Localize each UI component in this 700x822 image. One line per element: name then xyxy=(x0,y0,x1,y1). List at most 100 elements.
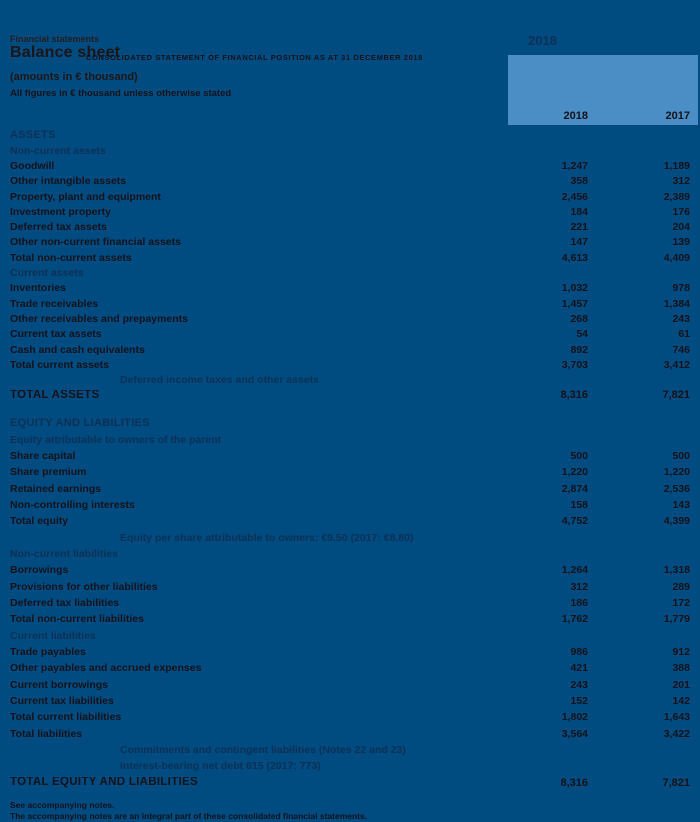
table-row: Deferred income taxes and other assets xyxy=(10,373,696,388)
units-note: (amounts in € thousand) xyxy=(10,71,138,83)
table-row: Other intangible assets 358 312 xyxy=(10,174,696,189)
value-2018: 312 xyxy=(570,580,588,593)
table-row: Other non-current financial assets 147 139 xyxy=(10,235,696,250)
value-2017: 2,536 xyxy=(663,482,690,495)
table-row: Deferred tax liabilities 186 172 xyxy=(10,595,696,611)
value-2018: 243 xyxy=(570,678,588,691)
row-label: Total current liabilities xyxy=(10,712,122,723)
page-title: Balance sheet xyxy=(10,44,121,61)
value-2018: 1,264 xyxy=(561,564,588,577)
row-label: Other payables and accrued expenses xyxy=(10,663,202,674)
year-header-2018: 2018 xyxy=(563,110,588,122)
footnote-short: See accompanying notes. xyxy=(10,800,115,810)
footnote-long: The accompanying notes are an integral p… xyxy=(10,811,368,821)
table-row: Equity attributable to owners of the par… xyxy=(10,432,696,448)
value-2017: 7,821 xyxy=(662,776,690,789)
table-row: Non-current liabilities xyxy=(10,546,696,562)
row-label: Current tax assets xyxy=(10,329,102,340)
value-2018: 147 xyxy=(570,236,588,249)
value-2017: 3,422 xyxy=(663,727,690,740)
table-row: Share premium 1,220 1,220 xyxy=(10,464,696,480)
table-row: Trade receivables 1,457 1,384 xyxy=(10,296,696,311)
table-row: Non-current assets xyxy=(10,143,696,158)
row-label: Current tax liabilities xyxy=(10,696,114,707)
value-2018: 54 xyxy=(576,328,588,341)
table-row: Deferred tax assets 221 204 xyxy=(10,220,696,235)
table-section: ASSETS Non-current assets Goodwill 1,247 1,1… xyxy=(10,128,696,403)
row-label: Other intangible assets xyxy=(10,176,127,187)
value-2018: 1,762 xyxy=(561,613,588,626)
row-label: Interest-bearing net debt 615 (2017: 773… xyxy=(120,761,321,772)
table-row: EQUITY AND LIABILITIES xyxy=(10,415,696,431)
value-2017: 1,318 xyxy=(663,564,690,577)
table-row: Retained earnings 2,874 2,536 xyxy=(10,481,696,497)
value-2017: 243 xyxy=(672,312,690,325)
value-2018: 4,752 xyxy=(561,515,588,528)
value-2017: 172 xyxy=(672,597,690,610)
value-2018: 221 xyxy=(570,221,588,234)
row-label: EQUITY AND LIABILITIES xyxy=(10,418,150,430)
table-row: Total current assets 3,703 3,412 xyxy=(10,357,696,372)
value-2017: 912 xyxy=(672,646,690,659)
value-2018: 4,613 xyxy=(561,251,588,264)
value-2018: 421 xyxy=(570,662,588,675)
document-eyebrow: Financial statements xyxy=(10,34,100,44)
row-label: Share capital xyxy=(10,450,76,462)
row-label: Cash and cash equivalents xyxy=(10,344,145,356)
value-2018: 2,456 xyxy=(561,190,588,203)
value-2018: 8,316 xyxy=(560,776,588,789)
table-row: Current tax liabilities 152 142 xyxy=(10,693,696,709)
table-row: Non-controlling interests 158 143 xyxy=(10,497,696,513)
value-2017: 201 xyxy=(672,678,690,691)
row-label: Total liabilities xyxy=(10,728,83,740)
table-row: Total liabilities 3,564 3,422 xyxy=(10,726,696,742)
row-label: Total non-current liabilities xyxy=(10,614,144,625)
table-row: Current tax assets 54 61 xyxy=(10,327,696,342)
value-2017: 143 xyxy=(672,498,690,511)
row-label: Provisions for other liabilities xyxy=(10,581,158,593)
table-row: Provisions for other liabilities 312 289 xyxy=(10,579,696,595)
row-label: Other receivables and prepayments xyxy=(10,313,188,325)
table-row: Borrowings 1,264 1,318 xyxy=(10,562,696,578)
table-row: Current borrowings 243 201 xyxy=(10,677,696,693)
header-spacer xyxy=(10,110,492,122)
row-label: Total non-current assets xyxy=(10,252,132,264)
period-label: 2018 xyxy=(528,33,557,48)
row-label: Current assets xyxy=(10,268,84,279)
row-label: Equity attributable to owners of the par… xyxy=(10,434,222,446)
row-label: Goodwill xyxy=(10,160,55,172)
row-label: Trade receivables xyxy=(10,298,99,310)
table-row: Total non-current assets 4,613 4,409 xyxy=(10,250,696,265)
value-2017: 746 xyxy=(672,343,690,356)
row-label: Property, plant and equipment xyxy=(10,191,161,203)
value-2018: 1,457 xyxy=(561,297,588,310)
row-label: Commitments and contingent liabilities (… xyxy=(120,745,406,756)
value-2017: 204 xyxy=(672,221,690,234)
value-2018: 2,874 xyxy=(561,482,588,495)
table-row: Other payables and accrued expenses 421 38… xyxy=(10,661,696,677)
row-label: TOTAL ASSETS xyxy=(10,389,100,401)
row-label: Non-current assets xyxy=(10,145,106,157)
value-2018: 152 xyxy=(570,695,588,708)
table-row: Current liabilities xyxy=(10,628,696,644)
row-label: Current liabilities xyxy=(10,630,96,642)
row-label: Deferred tax liabilities xyxy=(10,598,120,609)
row-label: Deferred tax assets xyxy=(10,222,107,233)
value-2017: 289 xyxy=(672,580,690,593)
row-label: Non-current liabilities xyxy=(10,549,118,560)
table-row: Total current liabilities 1,802 1,643 xyxy=(10,710,696,726)
value-2017: 7,821 xyxy=(662,389,690,402)
row-label: Retained earnings xyxy=(10,483,102,495)
value-2018: 986 xyxy=(570,646,588,659)
balance-sheet-table: ASSETS Non-current assets Goodwill 1,247 1,1… xyxy=(10,128,696,791)
document-subtitle: CONSOLIDATED STATEMENT OF FINANCIAL POSI… xyxy=(86,53,423,62)
units-note-secondary: All figures in € thousand unless otherwi… xyxy=(10,88,232,99)
value-2018: 3,703 xyxy=(561,358,588,371)
row-label: Non-controlling interests xyxy=(10,499,135,511)
value-2017: 500 xyxy=(672,449,690,462)
row-label: Other non-current financial assets xyxy=(10,237,181,248)
row-label: Investment property xyxy=(10,206,111,218)
value-2018: 500 xyxy=(570,449,588,462)
value-2018: 1,220 xyxy=(561,466,588,479)
